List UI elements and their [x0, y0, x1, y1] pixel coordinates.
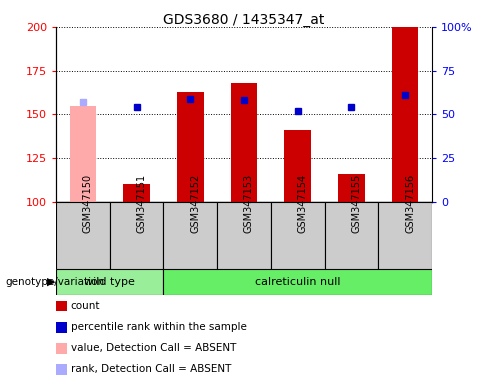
Text: GSM347155: GSM347155 — [351, 174, 361, 233]
Text: percentile rank within the sample: percentile rank within the sample — [71, 322, 246, 332]
Text: calreticulin null: calreticulin null — [255, 277, 341, 287]
Text: GSM347154: GSM347154 — [298, 174, 307, 233]
Text: GSM347151: GSM347151 — [137, 174, 146, 233]
Bar — [56, 269, 163, 295]
Text: rank, Detection Call = ABSENT: rank, Detection Call = ABSENT — [71, 364, 231, 374]
Text: GSM347152: GSM347152 — [190, 174, 200, 233]
Bar — [217, 202, 271, 269]
Bar — [284, 130, 311, 202]
Text: value, Detection Call = ABSENT: value, Detection Call = ABSENT — [71, 343, 236, 353]
Text: ▶: ▶ — [47, 277, 56, 287]
Text: wild type: wild type — [84, 277, 135, 287]
Bar — [70, 106, 97, 202]
Bar — [338, 174, 365, 202]
Bar — [325, 202, 378, 269]
Bar — [163, 202, 217, 269]
Bar — [123, 184, 150, 202]
Text: GSM347156: GSM347156 — [405, 174, 415, 233]
Bar — [56, 202, 110, 269]
Text: GSM347150: GSM347150 — [83, 174, 93, 233]
Bar — [230, 83, 258, 202]
Bar — [392, 27, 419, 202]
Bar — [271, 202, 325, 269]
Text: count: count — [71, 301, 100, 311]
Bar — [110, 202, 163, 269]
Bar — [378, 202, 432, 269]
Text: GDS3680 / 1435347_at: GDS3680 / 1435347_at — [163, 13, 325, 27]
Text: genotype/variation: genotype/variation — [5, 277, 104, 287]
Bar — [163, 269, 432, 295]
Bar — [177, 91, 204, 202]
Text: GSM347153: GSM347153 — [244, 174, 254, 233]
